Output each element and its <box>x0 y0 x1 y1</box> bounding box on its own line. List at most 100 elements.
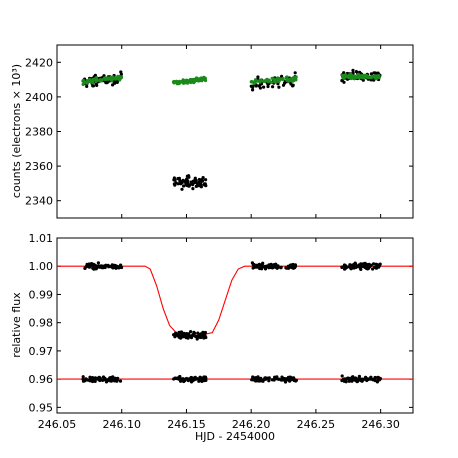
data-point <box>172 176 176 180</box>
data-point <box>272 265 276 269</box>
data-point <box>284 266 288 270</box>
data-point <box>356 379 360 383</box>
data-point <box>118 265 122 269</box>
data-point <box>374 262 378 266</box>
data-point <box>266 80 271 84</box>
data-point <box>111 375 115 379</box>
data-point <box>185 81 190 85</box>
data-point <box>89 379 93 383</box>
data-point <box>178 179 182 184</box>
data-point <box>85 84 89 88</box>
data-point <box>255 263 259 267</box>
data-point <box>280 375 284 379</box>
data-point <box>102 378 106 382</box>
data-point <box>375 76 379 81</box>
data-point <box>115 265 120 269</box>
top-data-points <box>81 68 382 191</box>
data-point <box>88 77 92 82</box>
data-point <box>184 376 189 381</box>
data-point <box>276 76 280 80</box>
data-point <box>100 78 104 82</box>
data-point <box>271 85 275 89</box>
data-point <box>93 265 98 269</box>
data-point <box>109 75 113 79</box>
data-point <box>107 265 111 269</box>
y-tick-label: 0.99 <box>29 288 54 301</box>
data-point <box>191 379 195 383</box>
data-point <box>294 378 298 382</box>
data-point <box>255 376 259 380</box>
data-point <box>340 374 344 378</box>
data-point <box>180 335 185 339</box>
data-point <box>276 265 280 269</box>
data-point <box>186 336 190 340</box>
data-point <box>354 76 358 80</box>
data-point <box>355 264 360 269</box>
data-point <box>112 379 117 383</box>
data-point <box>179 331 183 335</box>
data-point <box>372 71 376 75</box>
bottom-x-axis-label: HJD - 2454000 <box>195 430 275 443</box>
top-y-axis-label: counts (electrons × 10³) <box>10 64 23 198</box>
data-point <box>192 78 196 82</box>
bottom-model-lines <box>57 265 413 380</box>
data-point <box>85 263 89 267</box>
data-point <box>204 178 208 182</box>
data-point <box>183 179 187 183</box>
data-point <box>189 80 193 85</box>
data-point <box>258 266 262 271</box>
data-point <box>195 335 199 339</box>
data-point <box>189 330 193 334</box>
data-point <box>266 84 270 89</box>
data-point <box>259 78 263 83</box>
data-point <box>340 265 344 269</box>
top-y-axis: 2340 2360 2380 2400 2420 <box>25 45 413 218</box>
data-point <box>372 262 376 266</box>
data-point <box>254 84 258 88</box>
data-point <box>200 179 204 183</box>
y-tick-label: 0.95 <box>29 401 54 414</box>
data-point <box>191 187 195 191</box>
data-point <box>202 77 206 81</box>
data-point <box>293 71 297 75</box>
data-point <box>185 183 189 188</box>
data-point <box>180 187 184 191</box>
data-point <box>284 377 288 381</box>
x-tick-label: 246.20 <box>232 418 271 431</box>
data-point <box>364 73 368 77</box>
x-tick-label: 246.05 <box>38 418 77 431</box>
data-point <box>371 378 375 382</box>
data-point <box>203 334 207 338</box>
data-point <box>94 82 98 86</box>
data-point <box>95 78 99 82</box>
data-point <box>353 261 357 265</box>
bottom-y-axis: 0.95 0.96 0.97 0.98 0.99 1.00 1.01 <box>29 232 413 414</box>
y-tick-label: 2380 <box>25 126 53 139</box>
data-point <box>281 77 285 81</box>
data-point <box>255 79 259 83</box>
data-point <box>259 376 263 380</box>
data-point <box>277 79 281 83</box>
model-line <box>57 265 413 336</box>
top-panel: 2340 2360 2380 2400 2420 counts (electrons ×… <box>10 44 414 219</box>
data-point <box>196 377 200 381</box>
bottom-y-axis-label: relative flux <box>10 292 23 358</box>
x-tick-label: 246.15 <box>167 418 206 431</box>
data-point <box>88 375 92 379</box>
data-point <box>180 377 184 381</box>
data-point <box>346 74 350 78</box>
data-point <box>250 80 254 84</box>
data-point <box>187 174 191 178</box>
data-point <box>199 334 203 338</box>
data-point <box>174 80 178 84</box>
data-point <box>361 262 366 266</box>
bottom-x-axis: 246.05 246.10 246.15 246.20 246.25 246.30 <box>38 238 400 431</box>
data-point <box>201 176 205 180</box>
data-point <box>178 374 182 379</box>
data-point <box>356 72 360 76</box>
data-point <box>111 266 115 270</box>
data-point <box>269 80 273 84</box>
data-point <box>87 262 91 266</box>
data-point <box>369 375 373 379</box>
x-tick-label: 246.25 <box>297 418 336 431</box>
